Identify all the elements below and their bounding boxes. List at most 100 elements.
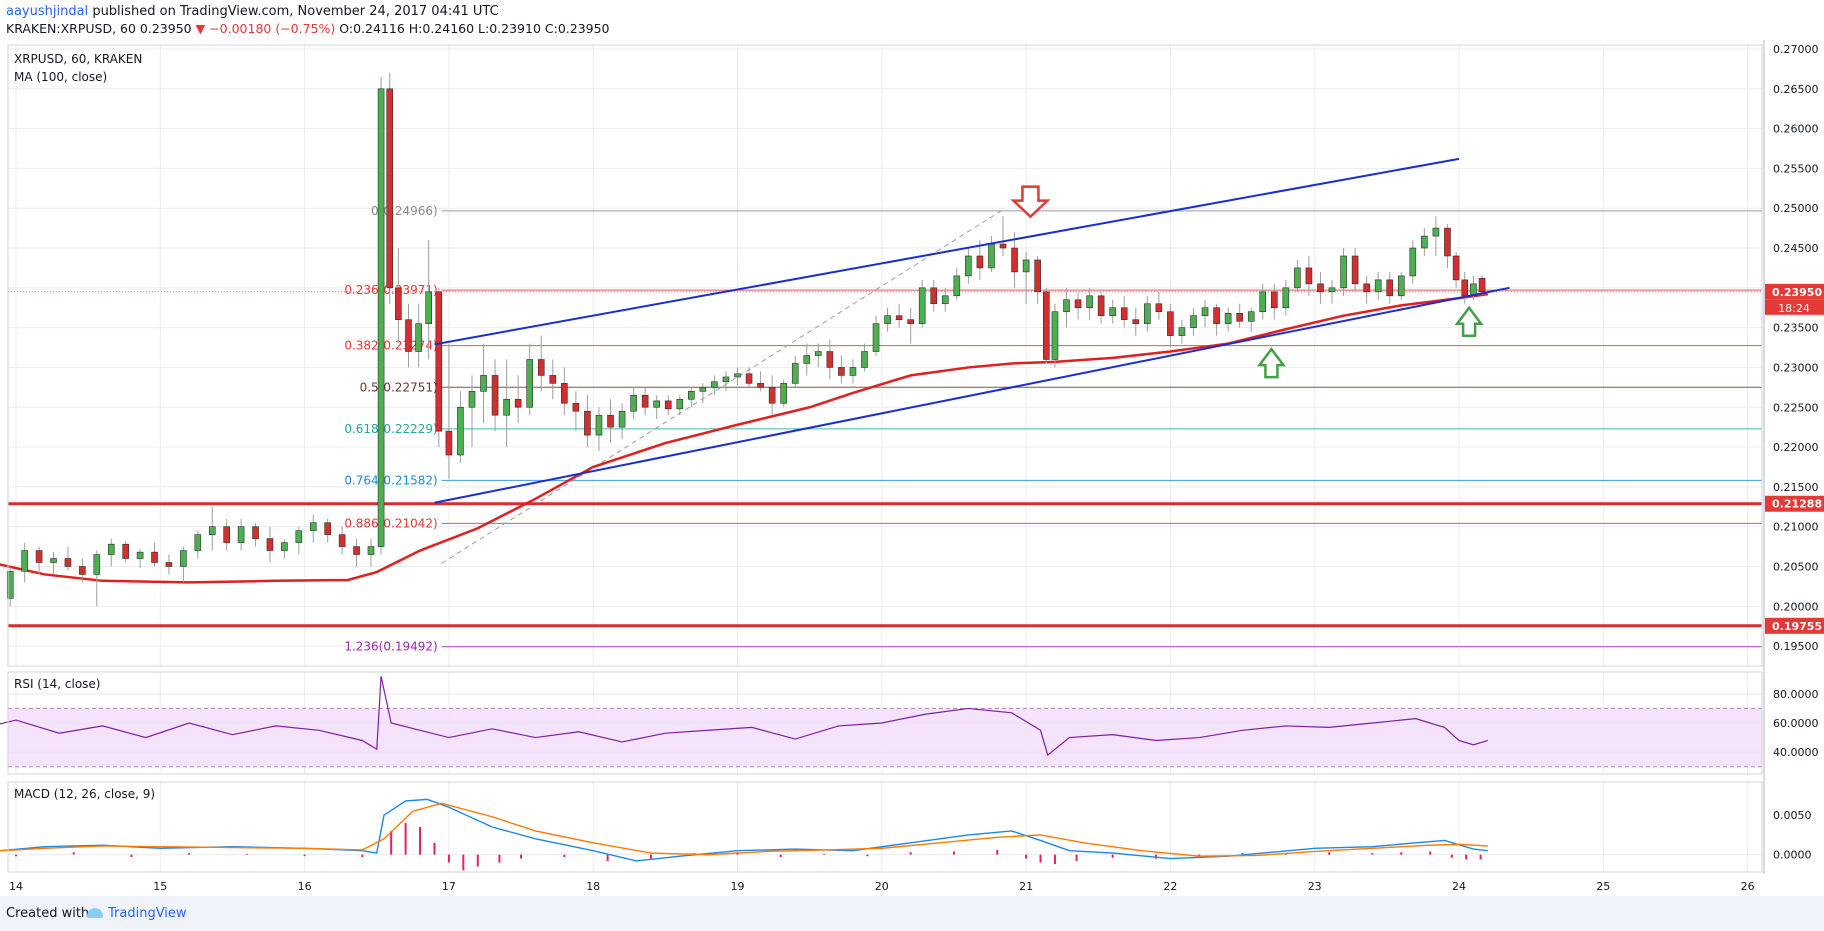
time-tick-label: 14	[9, 880, 23, 893]
last-price: 0.23950	[139, 21, 192, 36]
time-tick-label: 22	[1163, 880, 1177, 893]
candle-up	[1190, 315, 1197, 328]
candle-down	[976, 255, 984, 269]
candle-down	[324, 522, 331, 535]
price-tick-label: 0.23000	[1773, 361, 1819, 374]
symbol-prefix: KRAKEN:XRPUSD, 60	[6, 21, 136, 36]
candle-up	[653, 400, 660, 408]
time-tick-label: 19	[731, 880, 745, 893]
price-tick-label: 0.20500	[1773, 560, 1819, 573]
symbol-line: KRAKEN:XRPUSD, 60 0.23950 ▼ −0.00180 (−0…	[6, 21, 610, 36]
price-tag	[1765, 495, 1824, 512]
candle-down	[405, 319, 412, 352]
macd-tick-label: 0.0050	[1773, 809, 1812, 822]
candle-up	[1432, 227, 1440, 237]
candle-down	[549, 375, 557, 384]
candle-up	[918, 287, 926, 324]
rsi-tick-label: 40.0000	[1773, 746, 1819, 759]
candle-down	[1386, 279, 1394, 297]
candle-up	[780, 383, 787, 404]
candle-down	[1444, 227, 1451, 257]
candle-up	[526, 359, 534, 408]
chart-canvas[interactable]: 0(0.24966)0.236(0.23971)0.382(0.23274)0.…	[0, 40, 1824, 896]
trendlines	[434, 157, 1510, 504]
candle-up	[208, 526, 216, 535]
candle-down	[1167, 311, 1174, 336]
candle-up	[595, 414, 603, 436]
candle-down	[1236, 313, 1243, 322]
candle-down	[353, 546, 360, 555]
fib-level-label: 0.886(0.21042)	[344, 516, 437, 530]
candle-up	[194, 534, 202, 551]
fib-level-label: 0.382(0.23274)	[344, 339, 437, 353]
candles	[6, 72, 1486, 607]
candle-down	[1043, 291, 1050, 360]
candle-down	[1305, 267, 1313, 285]
candle-up	[953, 275, 961, 297]
channel-trendline	[434, 286, 1510, 504]
candle-up	[281, 542, 288, 551]
candle-down	[79, 566, 86, 575]
candle-up	[1259, 291, 1267, 313]
price-tick-label: 0.22500	[1773, 401, 1819, 414]
candle-down	[386, 88, 394, 289]
candle-up	[480, 375, 487, 392]
candle-up	[377, 88, 385, 547]
horizontal-levels	[8, 291, 1762, 628]
candle-up	[699, 387, 707, 392]
tradingview-cloud-icon	[87, 908, 103, 918]
price-axis[interactable]: 0.27000 0.26500 0.26000 0.25500 0.25000 0.245…	[1763, 40, 1824, 896]
candle-up	[688, 391, 695, 400]
candle-down	[561, 383, 568, 404]
candle-up	[50, 558, 57, 563]
candle-down	[64, 558, 72, 567]
chart-legend: XRPUSD, 60, KRAKEN MA (100, close) RSI (…	[14, 52, 155, 801]
candle-down	[745, 373, 753, 384]
created-with-text: Created with	[6, 906, 90, 921]
candle-down	[491, 375, 499, 416]
time-tick-label: 24	[1452, 880, 1466, 893]
author-link[interactable]: aayushjindal	[6, 4, 89, 19]
candle-up	[237, 526, 245, 543]
candle-down	[572, 402, 580, 412]
candle-down	[151, 551, 158, 563]
candle-down	[1132, 319, 1140, 324]
candle-up	[21, 550, 28, 572]
price-tick-label: 0.23500	[1773, 322, 1819, 335]
candle-up	[6, 570, 14, 599]
candle-down	[514, 398, 522, 408]
candle-up	[1201, 307, 1209, 316]
fib-level-label: 0.764(0.21582)	[344, 473, 437, 487]
candle-up	[791, 363, 799, 384]
price-tick-label: 0.19500	[1773, 640, 1819, 653]
candle-up	[309, 522, 317, 531]
candle-up	[1109, 307, 1116, 316]
price-tag-label: 0.23950	[1772, 286, 1822, 299]
price-tick-label: 0.26000	[1773, 123, 1819, 136]
macd-tick-label: 0.0000	[1773, 849, 1812, 862]
candle-down	[445, 430, 453, 456]
candle-down	[664, 400, 672, 410]
candle-down	[1452, 255, 1460, 281]
candle-up	[295, 530, 303, 543]
candle-up	[965, 255, 972, 277]
price-tick-label: 0.20000	[1773, 600, 1819, 613]
candle-down	[930, 287, 938, 305]
price-tick-label: 0.24500	[1773, 242, 1819, 255]
rsi-line	[0, 676, 1489, 757]
price-tick-label: 0.21000	[1773, 521, 1819, 534]
candle-down	[1270, 291, 1278, 309]
candle-up	[676, 398, 684, 410]
time-axis[interactable]: 14 15 16 17 18 19 20 21 22 23 24 25 26	[9, 880, 1755, 893]
ma-indicator-label: MA (100, close)	[14, 70, 107, 84]
candle-up	[1022, 259, 1030, 273]
green-up-arrow	[1454, 305, 1484, 337]
candle-down	[826, 351, 834, 368]
time-tick-label: 23	[1308, 880, 1322, 893]
footer: Created with TradingView	[0, 896, 1824, 931]
price-axis-bg	[1764, 40, 1824, 896]
tradingview-link[interactable]: TradingView	[108, 906, 187, 921]
candle-down	[1011, 247, 1018, 273]
publish-line: aayushjindal published on TradingView.co…	[6, 4, 499, 19]
time-tick-label: 21	[1019, 880, 1033, 893]
